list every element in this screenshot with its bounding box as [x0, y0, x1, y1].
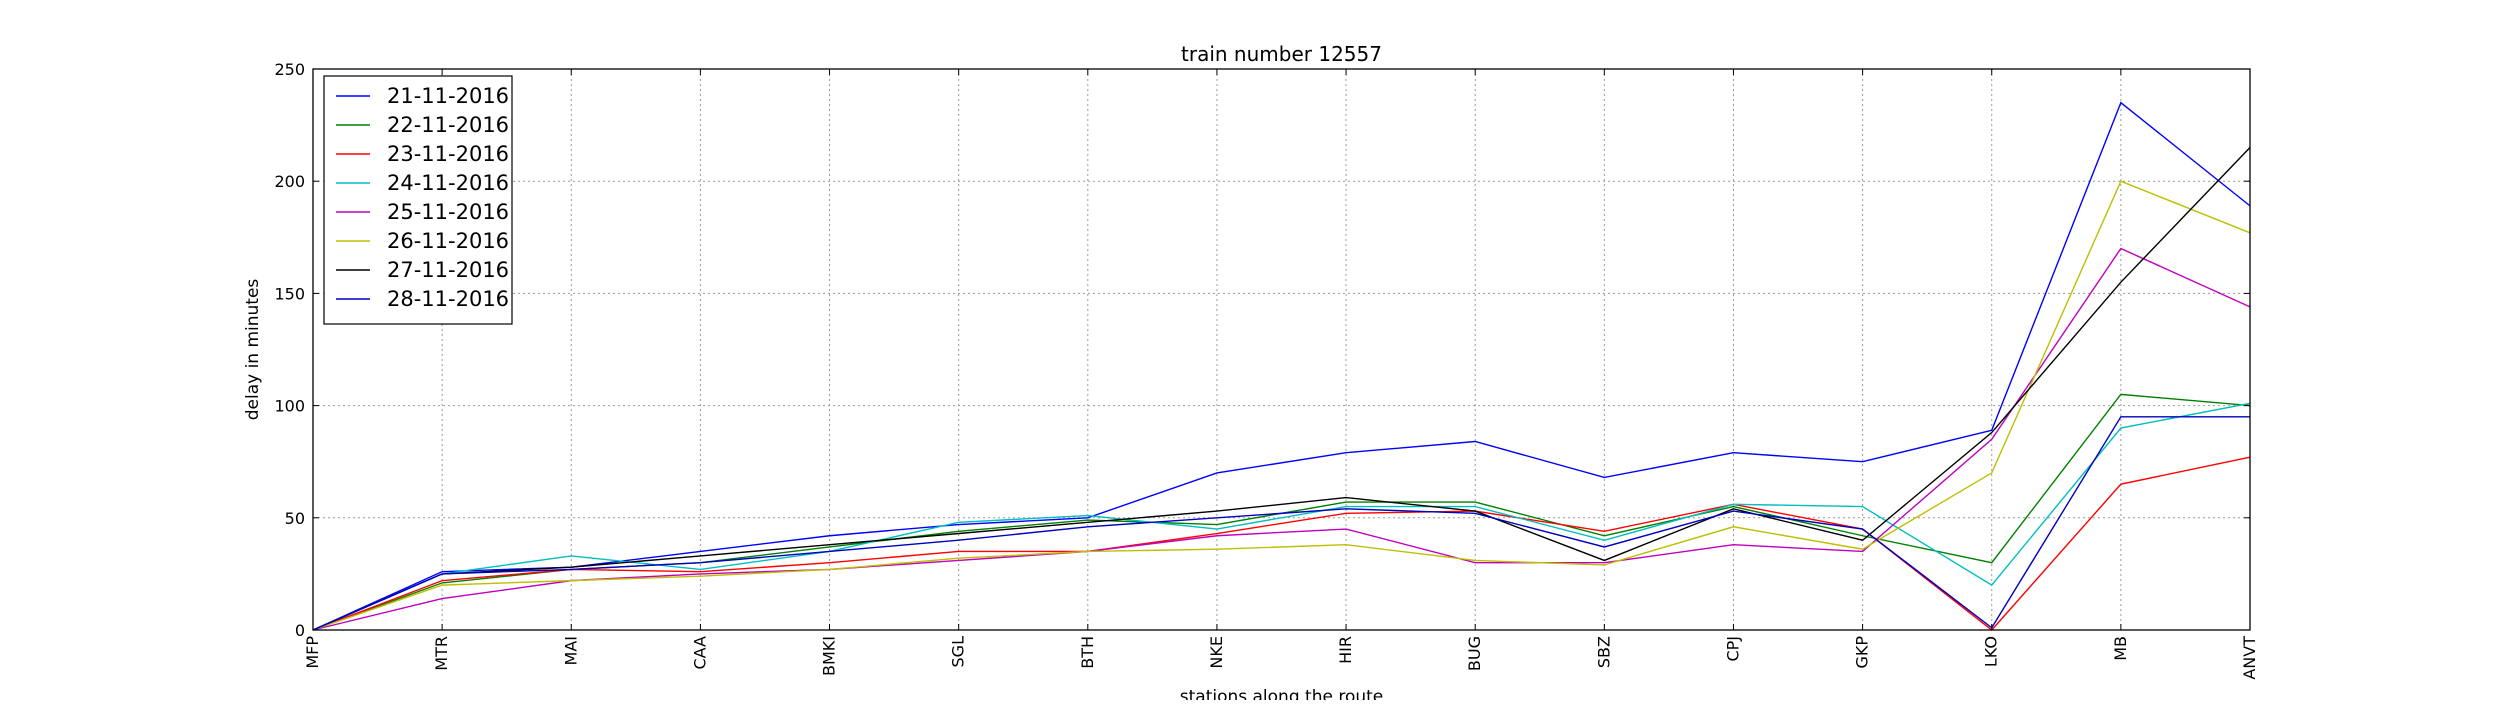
- series-line: [312, 393, 2251, 631]
- x-tick-label: NKE: [1207, 636, 1226, 669]
- series-lines: [312, 101, 2251, 631]
- x-tick-label: ANVT: [2240, 636, 2259, 680]
- x-tick-label: MAI: [561, 636, 580, 665]
- x-tick-label: GKP: [1853, 636, 1872, 669]
- x-tick-label: HIR: [1336, 636, 1355, 664]
- legend-label: 25-11-2016: [387, 200, 509, 224]
- x-tick-label: SGL: [949, 636, 968, 668]
- x-tick-label: SBZ: [1594, 636, 1613, 668]
- x-tick-label: CPJ: [1723, 636, 1742, 662]
- x-tick-label: LKO: [1982, 636, 2001, 667]
- series-line: [312, 456, 2251, 631]
- x-tick-label: MTR: [432, 636, 451, 671]
- series-line: [312, 101, 2251, 631]
- legend-label: 23-11-2016: [387, 142, 509, 166]
- plot-frame: [312, 68, 2251, 631]
- legend-box: [323, 75, 513, 325]
- chart-title: train number 12557: [1181, 42, 1382, 66]
- y-tick-label: 50: [285, 509, 305, 528]
- x-tick-label: BTH: [1078, 636, 1097, 669]
- y-tick-label: 150: [274, 284, 305, 303]
- x-tick-label: BUG: [1465, 636, 1484, 671]
- legend-label: 28-11-2016: [387, 287, 509, 311]
- legend-label: 21-11-2016: [387, 84, 509, 108]
- legend-label: 26-11-2016: [387, 229, 509, 253]
- y-tick-label: 0: [295, 621, 305, 640]
- series-line: [312, 147, 2251, 631]
- legend-label: 27-11-2016: [387, 258, 509, 282]
- y-axis-title: delay in minutes: [243, 279, 263, 421]
- y-tick-label: 200: [274, 172, 305, 191]
- y-tick-label: 100: [274, 397, 305, 416]
- x-tick-label: CAA: [690, 636, 709, 670]
- grid: [313, 69, 2250, 630]
- series-line: [312, 180, 2251, 631]
- axis-ticks: MFP MTR MAI CAA BMKI SGL BTH NKE HIR BUG SBZ CPJ GKP…: [274, 60, 2259, 680]
- x-tick-label: MB: [2111, 636, 2130, 661]
- legend: 21-11-2016 22-11-2016 23-11-2016 24-11-2016…: [323, 75, 513, 325]
- x-axis-title: stations along the route: [1180, 687, 1384, 700]
- series-line: [312, 416, 2250, 631]
- legend-label: 24-11-2016: [387, 171, 509, 195]
- series-line: [312, 247, 2251, 631]
- legend-label: 22-11-2016: [387, 113, 509, 137]
- x-tick-label: BMKI: [820, 636, 839, 676]
- series-line: [312, 402, 2251, 631]
- y-tick-label: 250: [274, 60, 305, 79]
- x-tick-label: MFP: [303, 636, 322, 669]
